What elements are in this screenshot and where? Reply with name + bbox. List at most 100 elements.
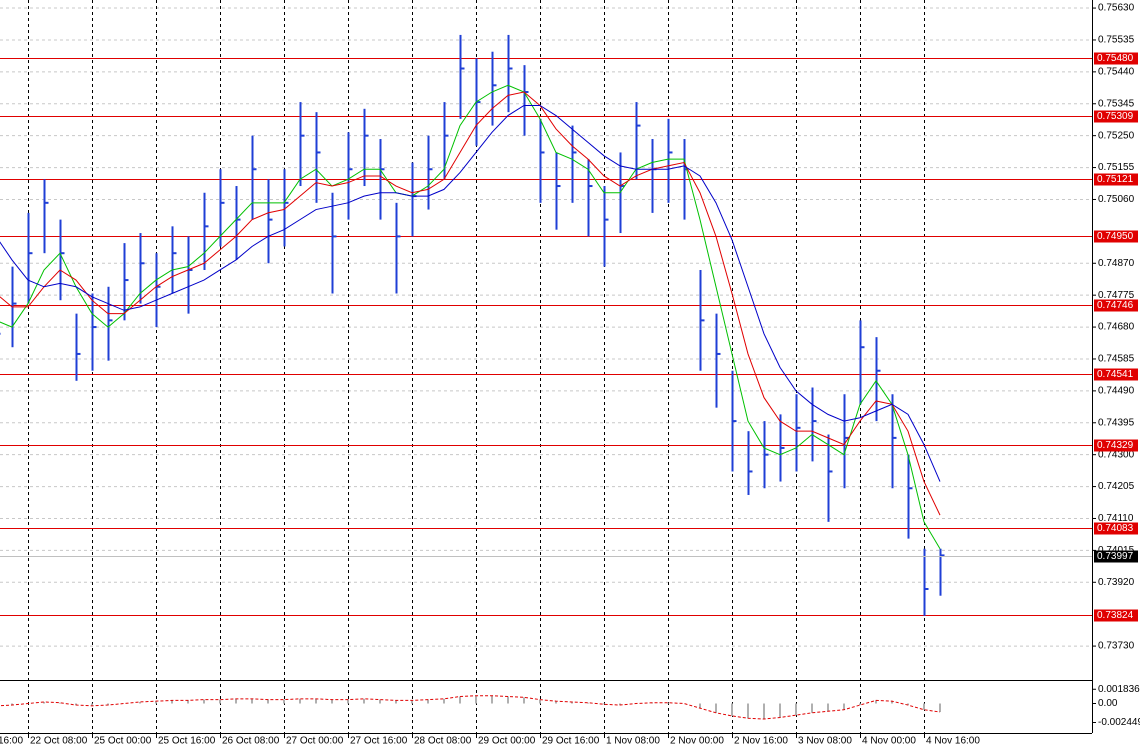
oscillator-bar (555, 701, 557, 704)
level-label: 0.75309 (1097, 111, 1134, 122)
y-tick-label: 0.75345 (1098, 98, 1135, 109)
oscillator-bar (187, 700, 189, 704)
oscillator-bar (923, 703, 925, 710)
oscillator-bar (619, 703, 621, 706)
level-tag (1094, 299, 1138, 312)
x-tick-label: 1 Nov 08:00 (606, 736, 660, 747)
y-tick-label: 0.74775 (1098, 290, 1135, 301)
oscillator-bar (91, 703, 93, 706)
level-tag (1094, 110, 1138, 123)
oscillator-bar (571, 701, 573, 704)
y-tick-label: 0.73920 (1098, 577, 1135, 588)
y-tick-label: 0.001836 (1098, 684, 1140, 695)
x-tick-label: 2 Nov 00:00 (670, 736, 724, 747)
level-label: 0.74329 (1097, 440, 1134, 451)
oscillator-bar (443, 698, 445, 704)
level-tag (1094, 52, 1138, 65)
moving-average (0, 91, 941, 516)
oscillator-bar (779, 703, 781, 718)
oscillator-bar (539, 699, 541, 704)
level-label: 0.75121 (1097, 174, 1134, 185)
y-tick-label: 0.75060 (1098, 194, 1135, 205)
oscillator-bar (507, 696, 509, 704)
x-tick-label: 25 Oct 16:00 (158, 736, 216, 747)
y-tick-label: 0.75535 (1098, 35, 1135, 46)
level-label: 0.74083 (1097, 523, 1134, 534)
last-price-tag (1094, 550, 1138, 563)
y-tick-label: 0.75250 (1098, 130, 1135, 141)
oscillator-bar (427, 699, 429, 704)
oscillator-bar (395, 700, 397, 704)
oscillator-bar (875, 700, 877, 704)
x-tick-label: 16:00 (0, 736, 23, 747)
x-tick-label: 4 Nov 00:00 (862, 736, 916, 747)
oscillator-signal (0, 695, 941, 720)
y-tick-label: 0.75155 (1098, 162, 1135, 173)
x-tick-label: 3 Nov 08:00 (798, 736, 852, 747)
moving-average (0, 84, 941, 549)
level-tag (1094, 368, 1138, 381)
oscillator-bar (171, 700, 173, 704)
oscillator-bar (43, 701, 45, 704)
moving-average (0, 104, 941, 482)
oscillator-bar (107, 703, 109, 706)
oscillator-bar (891, 701, 893, 704)
oscillator-bar (827, 703, 829, 712)
oscillator-bar (59, 702, 61, 704)
oscillator-bar (475, 695, 477, 704)
x-tick-label: 29 Oct 16:00 (542, 736, 600, 747)
level-tag (1094, 173, 1138, 186)
x-tick-label: 28 Oct 08:00 (414, 736, 472, 747)
oscillator-bar (811, 703, 813, 713)
y-tick-label: 0.74490 (1098, 386, 1135, 397)
oscillator-bar (715, 703, 717, 713)
y-tick-label: -0.002449 (1098, 717, 1140, 728)
oscillator-bar (699, 703, 701, 709)
y-tick-label: 0.74110 (1098, 513, 1134, 524)
oscillator-bar (155, 701, 157, 704)
oscillator-bar (235, 698, 237, 704)
oscillator-bar (603, 703, 605, 705)
x-tick-label: 25 Oct 00:00 (94, 736, 152, 747)
oscillator-bar (939, 703, 941, 713)
level-tag (1094, 522, 1138, 535)
oscillator-bar (491, 695, 493, 704)
y-tick-label: 0.74680 (1098, 322, 1135, 333)
oscillator-bar (11, 703, 13, 706)
y-tick-label: 0.00 (1098, 698, 1118, 709)
x-tick-label: 27 Oct 16:00 (350, 736, 408, 747)
y-tick-label: 0.74205 (1098, 481, 1135, 492)
level-tag (1094, 230, 1138, 243)
x-tick-label: 4 Nov 16:00 (926, 736, 980, 747)
oscillator-bar (347, 699, 349, 704)
y-tick-label: 0.74395 (1098, 417, 1135, 428)
oscillator-bar (523, 697, 525, 704)
oscillator-bar (267, 699, 269, 704)
oscillator-bar (379, 699, 381, 704)
oscillator-bar (907, 703, 909, 706)
oscillator-bar (795, 703, 797, 716)
oscillator-bar (667, 702, 669, 704)
oscillator-bar (203, 699, 205, 704)
oscillator-bar (459, 696, 461, 704)
oscillator-bar (299, 698, 301, 704)
y-tick-label: 0.74585 (1098, 354, 1135, 365)
x-tick-label: 27 Oct 00:00 (286, 736, 344, 747)
level-tag (1094, 439, 1138, 452)
y-tick-label: 0.74870 (1098, 258, 1135, 269)
oscillator-bar (411, 700, 413, 704)
oscillator-bar (139, 701, 141, 704)
level-label: 0.75480 (1097, 53, 1134, 64)
y-tick-label: 0.75440 (1098, 67, 1135, 78)
level-label: 0.73824 (1097, 610, 1134, 621)
level-tag (1094, 609, 1138, 622)
oscillator-bar (747, 703, 749, 719)
oscillator-bar (859, 703, 861, 706)
last-price-label: 0.73997 (1097, 551, 1134, 562)
oscillator-bar (315, 698, 317, 704)
oscillator-bar (731, 703, 733, 716)
y-tick-label: 0.75630 (1098, 3, 1135, 14)
